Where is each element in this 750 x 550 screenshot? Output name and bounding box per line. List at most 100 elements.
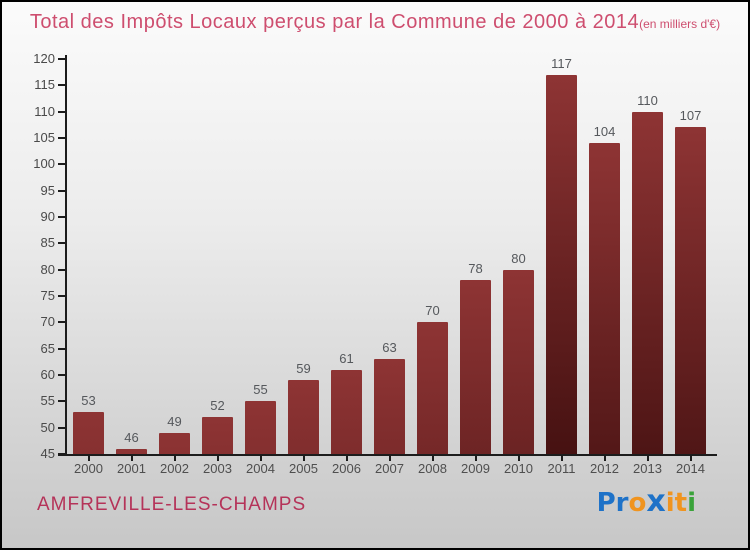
bar-2007 bbox=[374, 359, 405, 454]
x-tick-mark bbox=[646, 456, 649, 461]
y-tick-mark bbox=[58, 137, 66, 139]
y-tick-mark bbox=[58, 347, 66, 350]
y-tick-mark bbox=[58, 110, 66, 113]
bar-value-label: 46 bbox=[124, 429, 139, 445]
logo-letter-o: o bbox=[628, 488, 647, 518]
x-tick-mark bbox=[689, 456, 692, 461]
chart-subtitle: (en milliers d'€) bbox=[639, 17, 721, 31]
x-tick-label: 2004 bbox=[246, 461, 275, 476]
y-tick-label: 80 bbox=[40, 261, 55, 277]
bar-value-label: 52 bbox=[210, 398, 225, 414]
plot-area: 45 50 55 60 65 70 75 80 85 90 95 100 105 110 115 120 53 2… bbox=[33, 51, 717, 476]
x-tick-mark bbox=[87, 456, 90, 461]
x-tick-label: 2006 bbox=[332, 461, 361, 476]
bar-2008 bbox=[417, 322, 448, 454]
bar-2014 bbox=[675, 127, 706, 454]
bar-2013 bbox=[632, 111, 663, 454]
bar-value-label: 55 bbox=[253, 382, 268, 398]
y-tick-mark bbox=[58, 84, 66, 87]
y-tick-label: 90 bbox=[40, 209, 55, 224]
x-tick-mark bbox=[474, 456, 477, 461]
y-tick-mark bbox=[58, 400, 66, 403]
y-tick-label: 75 bbox=[40, 288, 55, 303]
x-tick-label: 2003 bbox=[203, 461, 232, 476]
y-tick-mark bbox=[58, 374, 66, 376]
x-tick-label: 2008 bbox=[418, 461, 447, 476]
logo-letter-i: i bbox=[687, 488, 696, 518]
x-tick-mark bbox=[173, 456, 176, 461]
bar-value-label: 107 bbox=[679, 108, 702, 124]
y-axis bbox=[65, 55, 67, 454]
bar-value-label: 117 bbox=[551, 55, 572, 71]
chart-title-bar: Total des Impôts Locaux perçus par la Co… bbox=[2, 11, 748, 34]
y-tick-mark bbox=[58, 189, 66, 192]
commune-name: AMFREVILLE-LES-CHAMPS bbox=[37, 494, 307, 515]
bar-value-label: 53 bbox=[81, 392, 96, 408]
bar-value-label: 104 bbox=[593, 124, 616, 140]
y-tick-mark bbox=[58, 453, 66, 455]
bar-2011 bbox=[546, 74, 577, 454]
y-tick-label: 65 bbox=[40, 340, 55, 356]
logo-letter-P: P bbox=[596, 488, 616, 518]
bar-2000 bbox=[73, 411, 104, 454]
x-tick-label: 2014 bbox=[676, 461, 705, 476]
bar-2003 bbox=[202, 417, 233, 454]
bar-2006 bbox=[331, 369, 362, 454]
bar-2005 bbox=[288, 380, 319, 454]
x-tick-label: 2000 bbox=[74, 461, 103, 476]
logo-letter-i: i bbox=[665, 488, 675, 518]
x-tick-mark bbox=[216, 456, 219, 461]
x-axis bbox=[58, 454, 717, 456]
bar-2009 bbox=[460, 280, 491, 454]
x-tick-mark bbox=[517, 456, 520, 461]
y-tick-label: 100 bbox=[33, 156, 55, 172]
y-tick-label: 120 bbox=[33, 51, 55, 66]
x-tick-label: 2001 bbox=[117, 461, 146, 476]
x-tick-mark bbox=[302, 456, 305, 461]
y-tick-mark bbox=[58, 295, 66, 297]
y-tick-label: 115 bbox=[34, 77, 55, 93]
x-tick-mark bbox=[388, 456, 391, 461]
bar-2004 bbox=[245, 401, 276, 454]
bar-2010 bbox=[503, 269, 534, 454]
bar-2012 bbox=[589, 143, 620, 454]
x-tick-mark bbox=[259, 456, 262, 461]
proxiti-logo: Proxiti bbox=[596, 484, 696, 519]
x-tick-mark bbox=[345, 456, 348, 461]
y-tick-label: 105 bbox=[33, 130, 55, 145]
y-tick-label: 55 bbox=[40, 393, 55, 409]
x-tick-label: 2005 bbox=[289, 461, 318, 476]
y-tick-mark bbox=[58, 163, 66, 166]
y-tick-mark bbox=[58, 321, 66, 324]
bar-value-label: 110 bbox=[637, 92, 658, 108]
x-tick-label: 2007 bbox=[375, 461, 404, 476]
x-tick-label: 2010 bbox=[504, 461, 533, 476]
y-tick-label: 60 bbox=[40, 367, 55, 382]
x-tick-mark bbox=[560, 456, 563, 461]
y-tick-mark bbox=[58, 268, 66, 271]
y-tick-mark bbox=[58, 216, 66, 218]
x-tick-mark bbox=[431, 456, 434, 461]
logo-letter-t: t bbox=[674, 488, 688, 518]
chart-title: Total des Impôts Locaux perçus par la Co… bbox=[29, 11, 640, 33]
bar-value-label: 59 bbox=[296, 361, 311, 377]
x-tick-label: 2012 bbox=[590, 461, 619, 476]
x-tick-label: 2013 bbox=[633, 461, 662, 476]
y-tick-label: 110 bbox=[34, 103, 55, 119]
y-tick-label: 70 bbox=[40, 314, 55, 330]
bar-value-label: 80 bbox=[511, 250, 526, 266]
x-tick-mark bbox=[603, 456, 606, 461]
bar-value-label: 63 bbox=[382, 340, 397, 356]
bar-value-label: 70 bbox=[425, 303, 440, 319]
bar-value-label: 61 bbox=[339, 350, 354, 366]
logo-letter-x: x bbox=[646, 484, 666, 519]
y-tick-label: 50 bbox=[40, 419, 55, 435]
logo-letter-r: r bbox=[615, 488, 629, 518]
y-tick-label: 95 bbox=[40, 182, 55, 198]
bar-2002 bbox=[159, 432, 190, 454]
y-tick-mark bbox=[58, 242, 66, 245]
bar-value-label: 49 bbox=[167, 413, 182, 429]
y-tick-label: 85 bbox=[40, 235, 55, 251]
y-tick-label: 45 bbox=[40, 446, 55, 461]
